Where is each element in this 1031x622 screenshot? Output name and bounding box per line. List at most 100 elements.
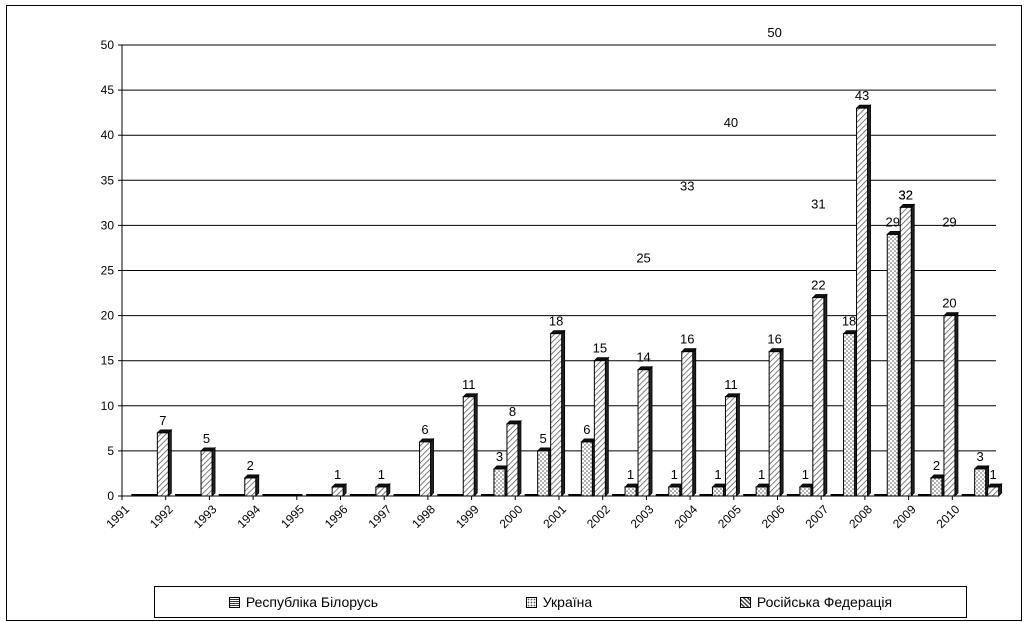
bar-front (593, 360, 606, 497)
data-label: 11 (462, 377, 476, 392)
bar-front (637, 369, 650, 497)
bar-russia (986, 483, 1003, 497)
x-tick-label: 1999 (453, 502, 482, 531)
bar-front (493, 468, 506, 497)
bar-russia (549, 329, 566, 497)
bar-front (886, 233, 899, 497)
bar-ukraine (973, 464, 990, 497)
data-label: 5 (540, 431, 547, 446)
data-label: 25 (636, 251, 650, 266)
data-label: 18 (549, 314, 563, 329)
y-tick-label: 10 (101, 399, 115, 413)
bar-russia (811, 293, 828, 497)
bar-ukraine (929, 473, 946, 497)
data-label: 1 (802, 467, 809, 482)
bar-front (668, 486, 681, 497)
bar-ukraine (536, 446, 553, 497)
data-label: 43 (855, 88, 869, 103)
y-tick-label: 40 (101, 128, 115, 142)
bar-russia (374, 483, 391, 497)
bar-russia (942, 311, 959, 497)
y-tick-label: 0 (107, 489, 114, 503)
x-tick-label: 2001 (540, 502, 569, 531)
data-label: 1 (671, 467, 678, 482)
y-tick-label: 30 (101, 218, 115, 232)
x-tick-label: 2008 (846, 502, 875, 531)
bars (131, 104, 1003, 497)
x-tick-label: 2007 (803, 502, 832, 531)
x-tick-label: 2009 (890, 502, 919, 531)
data-label: 5 (203, 431, 210, 446)
data-label: 8 (509, 404, 516, 419)
legend-swatch-russia (739, 596, 751, 608)
legend: Республіка Білорусь Україна Російська Фе… (154, 586, 967, 618)
bar-front (462, 396, 475, 497)
data-label: 1 (334, 467, 341, 482)
bar-russia (593, 356, 610, 497)
data-label: 7 (159, 413, 166, 428)
x-tick-label: 2004 (671, 502, 700, 531)
data-label: 32 (899, 187, 913, 202)
data-label: 3 (496, 449, 503, 464)
bar-russia (156, 428, 173, 497)
bar-russia (200, 446, 217, 497)
y-tick-label: 20 (101, 309, 115, 323)
bar-front (724, 396, 737, 497)
bar-front (156, 432, 169, 497)
y-tick-label: 50 (101, 38, 115, 52)
data-label: 14 (636, 350, 650, 365)
x-tick-label: 1992 (147, 502, 176, 531)
bar-front (974, 468, 987, 497)
data-label: 1 (378, 467, 385, 482)
bar-ukraine (492, 464, 509, 497)
bar-russia (462, 392, 479, 497)
data-label: 2 (247, 458, 254, 473)
data-label: 31 (811, 196, 825, 211)
bar-russia (331, 483, 348, 497)
bar-front (755, 486, 768, 497)
y-tick-label: 5 (107, 444, 114, 458)
bar-front (856, 107, 869, 497)
bar-ukraine (624, 483, 641, 497)
data-label: 1 (627, 467, 634, 482)
data-label: 6 (421, 422, 428, 437)
data-label: 32 (899, 187, 913, 202)
data-label: 1 (990, 467, 997, 482)
data-label: 33 (680, 178, 694, 193)
x-tick-label: 1995 (278, 502, 307, 531)
bar-ukraine (842, 329, 859, 497)
bar-front (624, 486, 637, 497)
legend-swatch-ukraine (525, 596, 537, 608)
y-tick-label: 45 (101, 83, 115, 97)
legend-label-russia: Російська Федерація (756, 594, 893, 610)
data-label: 1 (714, 467, 721, 482)
bar-ukraine (798, 483, 815, 497)
x-tick-label: 2000 (497, 502, 526, 531)
x-tick-label: 2003 (628, 502, 657, 531)
bar-front (799, 486, 812, 497)
x-tick-label: 1997 (366, 502, 395, 531)
y-tick-label: 25 (101, 264, 115, 278)
data-label: 50 (767, 25, 781, 40)
data-label: 15 (593, 341, 607, 356)
data-label: 16 (680, 332, 694, 347)
bar-front (681, 351, 694, 497)
bar-front (987, 486, 1000, 497)
bar-front (812, 297, 825, 497)
x-tick-label: 1998 (409, 502, 438, 531)
data-label: 29 (886, 214, 900, 229)
data-label: 16 (767, 332, 781, 347)
bar-front (200, 450, 213, 497)
data-label: 22 (811, 278, 825, 293)
x-tick-label: 2002 (584, 502, 613, 531)
bar-front (506, 423, 519, 497)
x-tick-label: 1994 (234, 502, 263, 531)
bar-russia (899, 203, 916, 497)
bar-russia (680, 347, 697, 497)
x-tick-label: 1996 (322, 502, 351, 531)
data-label: 29 (942, 214, 956, 229)
bar-front (244, 477, 257, 497)
bar-front (537, 450, 550, 497)
